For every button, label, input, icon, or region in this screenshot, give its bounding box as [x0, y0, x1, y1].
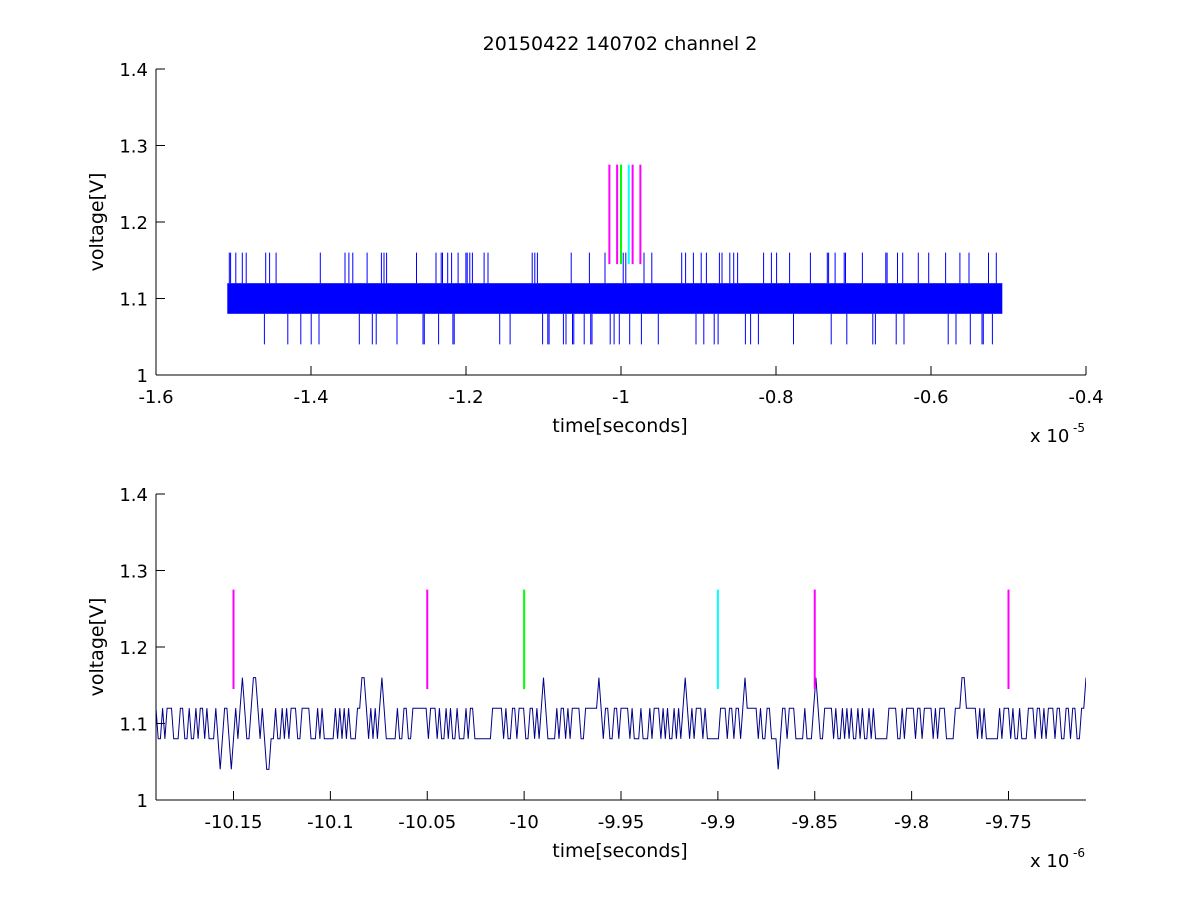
ax1-x-exponent-label: x 10 [1030, 851, 1069, 872]
ax0-y-tick-label: 1.4 [119, 60, 148, 81]
bottom-axes: -10.15 -10.1 -10.05 -10 -9.95 -9.9 -9.85 -9.8 -9… [86, 485, 1086, 872]
ax1-x-tick-label: -9.75 [985, 812, 1032, 833]
ax1-x-tick-label: -9.8 [894, 812, 929, 833]
signal-spikes [228, 252, 997, 345]
chart-title: 20150422 140702 channel 2 [483, 33, 758, 55]
ax1-y-tick-label: 1.2 [119, 638, 148, 659]
ax0-x-tick-label: -1.4 [293, 387, 328, 408]
ax0-y-tick-label: 1.3 [119, 137, 148, 158]
ax1-x-tick-label: -10.15 [204, 812, 262, 833]
ax0-y-tick-label: 1.2 [119, 213, 148, 234]
ax0-x-axis-label: time[seconds] [552, 415, 687, 437]
ax0-x-tick-label: -0.8 [758, 387, 793, 408]
ax1-y-tick-label: 1.1 [119, 715, 148, 736]
ax0-x-exponent-label: x 10 [1030, 426, 1069, 447]
ax0-x-exponent-power: -5 [1073, 421, 1085, 435]
ax1-y-tick-label: 1 [137, 791, 148, 812]
ax1-x-axis-label: time[seconds] [552, 840, 687, 862]
ax1-x-tick-label: -9.85 [791, 812, 838, 833]
ax0-x-tick-label: -1 [612, 387, 630, 408]
signal-band [227, 283, 1003, 314]
ax1-y-tick-label: 1.4 [119, 485, 148, 506]
ax0-x-tick-label: -1.6 [138, 387, 173, 408]
signal-trace [156, 677, 1086, 770]
top-axes: -1.6 -1.4 -1.2 -1 -0.8 -0.6 -0.4 1 1.1 1.2 1.3 1.4 t… [86, 60, 1104, 447]
ax1-x-tick-label: -10.05 [398, 812, 456, 833]
ax0-x-tick-label: -0.4 [1068, 387, 1103, 408]
ax0-x-tick-label: -1.2 [448, 387, 483, 408]
ax1-x-tick-label: -9.95 [598, 812, 645, 833]
ax0-y-axis-label: voltage[V] [86, 173, 108, 272]
ax1-x-tick-label: -10.1 [307, 812, 354, 833]
ax0-x-tick-label: -0.6 [913, 387, 948, 408]
ax1-x-exponent-power: -6 [1073, 846, 1085, 860]
ax0-y-tick-label: 1 [137, 366, 148, 387]
ax0-y-tick-label: 1.1 [119, 290, 148, 311]
ax1-x-tick-label: -9.9 [700, 812, 735, 833]
ax1-x-tick-label: -10 [509, 812, 538, 833]
ax1-y-tick-label: 1.3 [119, 562, 148, 583]
ax1-y-axis-label: voltage[V] [86, 598, 108, 697]
